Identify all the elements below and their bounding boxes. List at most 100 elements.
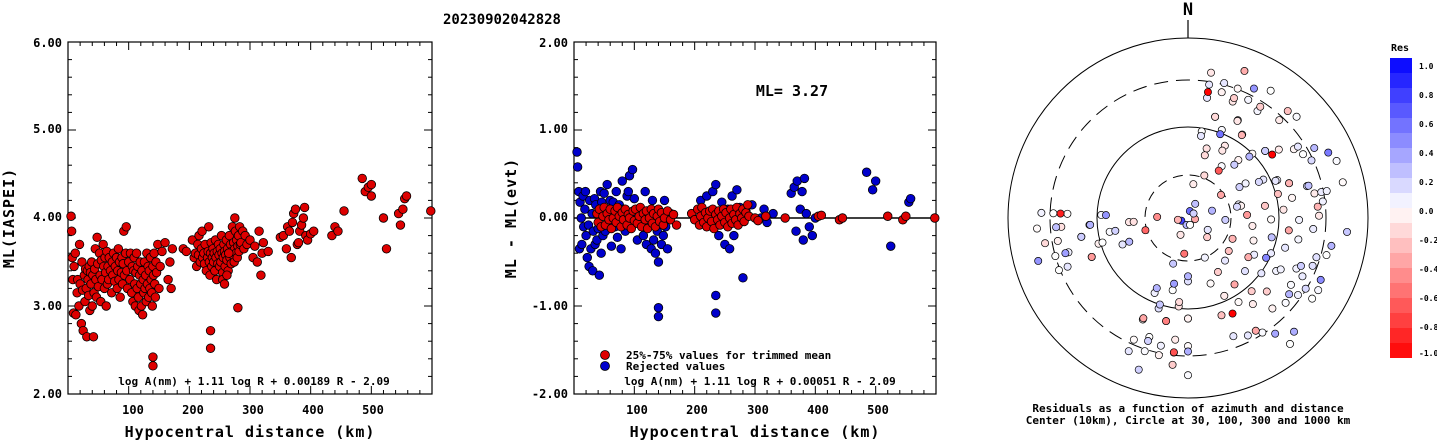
station-residual-marker <box>1168 360 1177 369</box>
station-residual-marker <box>1184 272 1192 281</box>
rejected-residual-point <box>867 185 878 195</box>
ml-data-point <box>160 237 170 248</box>
station-residual-marker <box>1169 348 1178 357</box>
ml-data-point <box>149 248 159 258</box>
rejected-residual-point <box>623 186 634 197</box>
ml-data-point <box>70 248 80 258</box>
station-residual-marker <box>1290 327 1298 336</box>
station-residual-marker <box>1171 335 1180 344</box>
ml-data-point <box>222 270 232 280</box>
station-residual-marker <box>1208 206 1216 215</box>
panel1-x-tick-label: 400 <box>302 403 324 417</box>
colorbar-swatch <box>1390 88 1412 103</box>
station-residual-marker <box>1315 211 1323 220</box>
station-residual-marker <box>1229 332 1238 341</box>
ml-data-point <box>101 301 111 311</box>
station-residual-marker <box>1077 232 1086 241</box>
station-residual-marker <box>1266 86 1275 95</box>
rejected-residual-point <box>577 239 587 250</box>
ml-data-point <box>287 217 298 228</box>
station-residual-marker <box>1307 156 1316 165</box>
rejected-residual-point <box>804 222 815 232</box>
panel-azimuth-map: N Residuals as a function of azimuth and… <box>1007 0 1369 427</box>
ml-data-point <box>71 310 81 320</box>
colorbar-swatch <box>1390 298 1412 313</box>
station-residual-marker <box>1200 253 1209 262</box>
rejected-residual-point <box>791 226 801 236</box>
station-residual-marker <box>1293 142 1302 151</box>
rejected-residual-point <box>738 273 748 283</box>
panel2-y-tick-label: 1.00 <box>539 122 568 136</box>
colorbar-swatch <box>1390 238 1412 253</box>
station-residual-marker <box>1180 249 1189 258</box>
residual-colorbar: Res 1.0 0.8 0.6 0.4 0.2 0.0 -0.2 -0.4 -0… <box>1390 43 1437 358</box>
station-residual-marker <box>1292 112 1301 121</box>
station-residual-marker <box>1241 267 1249 276</box>
station-residual-marker <box>1285 290 1294 299</box>
station-residual-marker <box>1275 116 1284 125</box>
station-residual-marker <box>1267 233 1276 242</box>
station-residual-marker <box>1055 266 1063 275</box>
station-residual-marker <box>1139 314 1148 323</box>
rejected-residual-point <box>647 195 658 206</box>
rejected-residual-point <box>886 241 896 251</box>
rejected-residual-point <box>798 235 808 245</box>
ml-data-point <box>256 270 266 280</box>
colorbar-title: Res <box>1391 43 1409 54</box>
station-residual-marker <box>1268 304 1277 313</box>
rejected-residual-point <box>648 235 659 245</box>
rejected-residual-point <box>582 252 592 263</box>
ml-data-point <box>398 204 408 214</box>
station-residual-marker <box>1237 131 1246 140</box>
ring-30km <box>1144 174 1232 262</box>
station-residual-marker <box>1184 371 1192 380</box>
panel1-x-tick-labels: 100 200 300 400 500 <box>122 403 384 417</box>
station-residual-marker <box>1294 235 1303 244</box>
ml-data-point <box>245 235 255 245</box>
colorbar-label: -1.0 <box>1419 349 1437 358</box>
used-residual-point <box>816 210 827 221</box>
rejected-residual-point <box>905 193 916 204</box>
ml-data-point <box>381 244 392 254</box>
ml-data-point <box>204 222 214 232</box>
rejected-residual-point <box>576 213 586 223</box>
rejected-residual-point <box>572 147 582 157</box>
station-residual-marker <box>1168 286 1177 295</box>
ml-data-point <box>366 179 377 190</box>
legend-rejected-marker <box>600 361 610 371</box>
rejected-residual-point <box>653 311 664 322</box>
colorbar-label: -0.4 <box>1419 265 1437 274</box>
station-residual-marker <box>1256 102 1265 111</box>
panel1-x-tick-label: 500 <box>362 403 384 417</box>
station-residual-marker <box>1169 259 1178 268</box>
ml-data-point <box>252 257 262 267</box>
station-residual-marker <box>1220 79 1229 88</box>
rejected-residual-point <box>650 248 661 258</box>
rejected-residual-point <box>861 167 872 177</box>
azimuth-map-points <box>1033 66 1351 380</box>
ml-data-point <box>293 237 304 248</box>
station-residual-marker <box>1189 180 1198 189</box>
panel2-x-axis-label: Hypocentral distance (km) <box>630 423 881 441</box>
station-residual-marker <box>1298 272 1307 281</box>
rejected-residual-point <box>653 257 664 267</box>
station-residual-marker <box>1318 197 1327 206</box>
rejected-residual-point <box>659 195 670 206</box>
station-residual-marker <box>1286 280 1295 289</box>
station-residual-marker <box>1056 209 1065 218</box>
rejected-residual-point <box>870 176 881 186</box>
station-residual-marker <box>1279 205 1288 214</box>
station-residual-marker <box>1184 347 1192 356</box>
ml-data-point <box>157 246 167 257</box>
panel1-y-tick-label: 2.00 <box>33 387 62 401</box>
rejected-residual-point <box>612 232 623 243</box>
ml-value-label: ML= 3.27 <box>756 82 828 100</box>
rejected-residual-point <box>797 186 807 197</box>
panel2-y-tick-label: 2.00 <box>539 36 568 50</box>
station-residual-marker <box>1063 262 1072 271</box>
station-residual-marker <box>1228 309 1237 318</box>
rejected-residual-point <box>572 162 583 172</box>
ml-data-point <box>230 213 240 223</box>
ml-data-point <box>131 248 142 258</box>
station-residual-marker <box>1233 117 1242 125</box>
